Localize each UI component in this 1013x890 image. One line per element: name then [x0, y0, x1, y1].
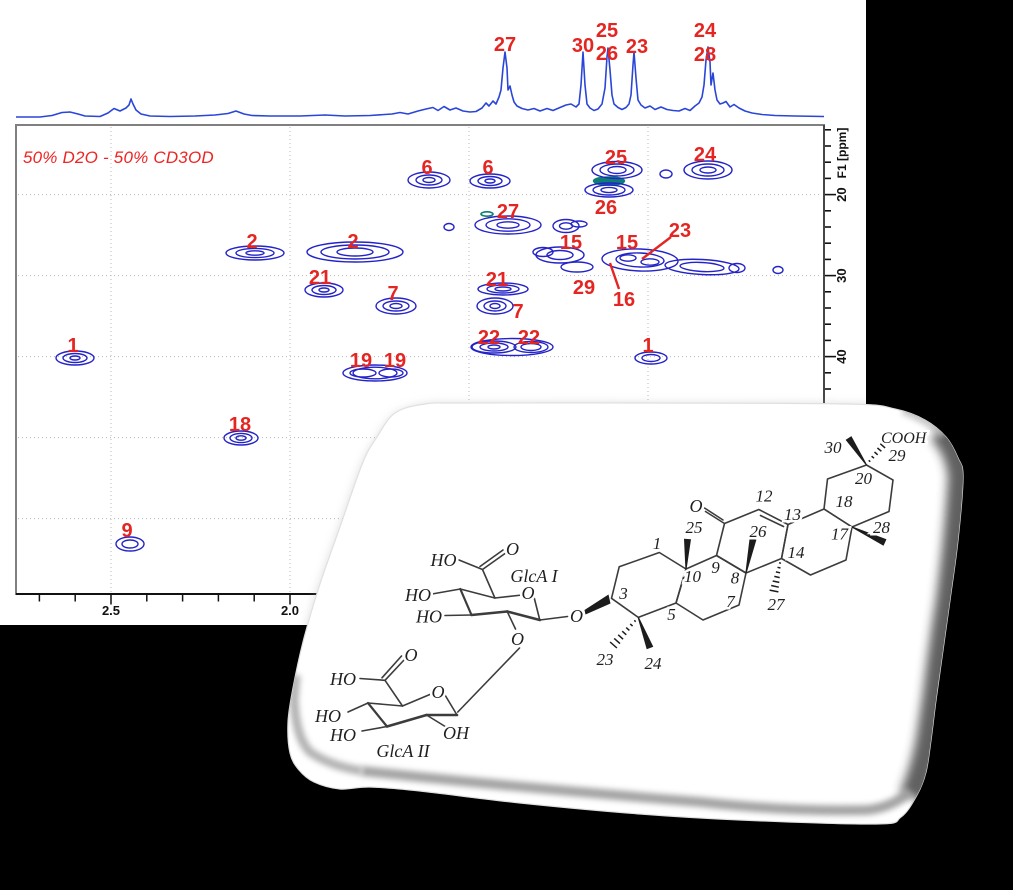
svg-text:22: 22	[518, 327, 540, 349]
svg-text:9: 9	[711, 558, 720, 577]
svg-text:16: 16	[613, 289, 635, 311]
svg-text:7: 7	[387, 283, 398, 305]
svg-text:22: 22	[478, 327, 500, 349]
svg-text:10: 10	[684, 567, 702, 586]
svg-text:26: 26	[596, 43, 618, 65]
svg-text:3: 3	[618, 584, 628, 603]
svg-text:30: 30	[834, 268, 849, 282]
svg-text:O: O	[522, 583, 535, 603]
svg-text:18: 18	[229, 414, 251, 436]
svg-text:HO: HO	[329, 725, 356, 745]
svg-text:17: 17	[831, 525, 850, 544]
svg-text:HO: HO	[404, 585, 431, 605]
svg-text:2.5: 2.5	[102, 603, 120, 618]
svg-text:HO: HO	[415, 607, 442, 627]
svg-text:24: 24	[694, 144, 717, 166]
svg-text:1: 1	[67, 335, 78, 357]
svg-text:5: 5	[667, 605, 676, 624]
svg-text:GlcA I: GlcA I	[510, 566, 558, 586]
svg-text:O: O	[506, 539, 519, 559]
svg-text:24: 24	[694, 20, 717, 42]
svg-text:HO: HO	[314, 706, 341, 726]
svg-text:25: 25	[686, 518, 703, 537]
svg-text:28: 28	[694, 44, 716, 66]
svg-text:23: 23	[669, 220, 691, 242]
svg-text:30: 30	[824, 438, 843, 457]
svg-text:7: 7	[512, 301, 523, 323]
svg-text:COOH: COOH	[881, 430, 928, 447]
svg-text:9: 9	[121, 520, 132, 542]
svg-text:12: 12	[756, 487, 774, 506]
svg-text:29: 29	[573, 277, 595, 299]
svg-text:19: 19	[350, 350, 372, 372]
svg-text:HO: HO	[329, 669, 356, 689]
svg-text:2: 2	[246, 231, 257, 253]
svg-text:19: 19	[384, 350, 406, 372]
svg-text:30: 30	[572, 35, 594, 57]
svg-text:23: 23	[626, 36, 648, 58]
svg-text:O: O	[690, 496, 703, 516]
svg-text:25: 25	[596, 20, 618, 42]
svg-text:26: 26	[595, 197, 617, 219]
svg-text:26: 26	[750, 522, 768, 541]
svg-text:O: O	[511, 629, 524, 649]
svg-text:F1 [ppm]: F1 [ppm]	[835, 128, 849, 179]
svg-text:8: 8	[731, 569, 740, 588]
svg-text:OH: OH	[443, 723, 470, 743]
svg-text:24: 24	[645, 654, 663, 673]
svg-text:50% D2O - 50% CD3OD: 50% D2O - 50% CD3OD	[23, 148, 214, 167]
svg-text:14: 14	[788, 543, 806, 562]
svg-text:HO: HO	[430, 550, 457, 570]
svg-text:O: O	[570, 606, 583, 626]
svg-text:28: 28	[873, 518, 891, 537]
svg-text:18: 18	[836, 492, 854, 511]
svg-text:27: 27	[768, 595, 787, 614]
svg-text:40: 40	[834, 349, 849, 363]
svg-text:2: 2	[347, 231, 358, 253]
svg-text:13: 13	[784, 505, 801, 524]
svg-text:21: 21	[486, 269, 508, 291]
svg-text:1: 1	[642, 335, 653, 357]
svg-text:23: 23	[597, 650, 614, 669]
svg-text:6: 6	[421, 157, 432, 179]
svg-text:20: 20	[855, 469, 873, 488]
svg-text:15: 15	[616, 232, 638, 254]
svg-text:GlcA II: GlcA II	[376, 741, 430, 761]
svg-text:O: O	[405, 645, 418, 665]
svg-text:2.0: 2.0	[281, 603, 299, 618]
svg-text:29: 29	[889, 446, 907, 465]
svg-text:27: 27	[494, 34, 516, 56]
svg-text:20: 20	[834, 187, 849, 201]
svg-text:27: 27	[497, 201, 519, 223]
svg-text:O: O	[432, 682, 445, 702]
svg-text:21: 21	[309, 267, 331, 289]
svg-text:15: 15	[560, 232, 582, 254]
svg-text:1: 1	[653, 534, 662, 553]
svg-text:6: 6	[482, 157, 493, 179]
svg-text:25: 25	[605, 147, 627, 169]
